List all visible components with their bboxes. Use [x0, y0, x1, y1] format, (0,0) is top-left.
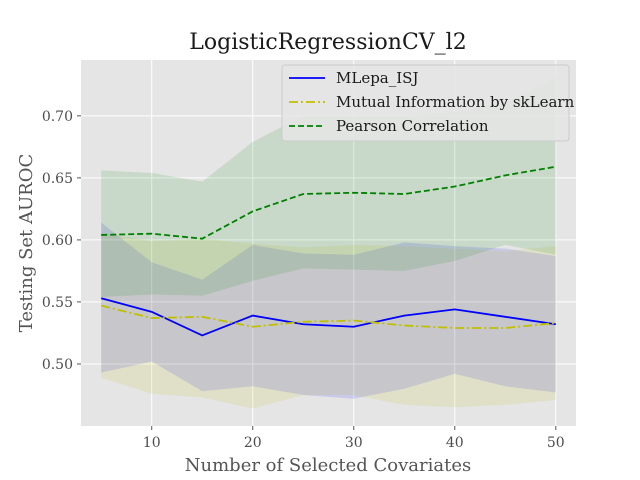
legend-label: MLepa_ISJ [336, 69, 418, 87]
y-tick-label: 0.60 [42, 233, 73, 249]
x-tick-label: 50 [547, 435, 565, 451]
legend-box [281, 64, 570, 142]
mlepa-isj-line [100, 297, 556, 337]
y-axis-label: Testing Set AUROC [16, 154, 37, 333]
pearson-correlation-line [101, 165, 556, 240]
legend-label: Pearson Correlation [336, 117, 489, 135]
mutual-information-line [100, 304, 556, 329]
legend-label: Mutual Information by skLearn [336, 93, 575, 111]
x-tick-label: 20 [244, 435, 262, 451]
chart-title: LogisticRegressionCV_l2 [189, 30, 466, 55]
y-tick-label: 0.50 [42, 357, 73, 373]
x-axis-ticks: 10 20 30 40 50 [143, 426, 565, 451]
series-lines [100, 165, 556, 337]
x-tick-label: 30 [345, 435, 363, 451]
x-tick-label: 40 [446, 435, 464, 451]
x-tick-label: 10 [143, 435, 161, 451]
y-tick-label: 0.55 [42, 295, 73, 311]
mlepa-isj-band [101, 222, 556, 399]
y-tick-label: 0.65 [42, 171, 73, 187]
y-axis-ticks: 0.50 0.55 0.60 0.65 0.70 [42, 109, 81, 373]
legend: MLepa_ISJ Mutual Information by skLearn Pe… [281, 64, 575, 142]
x-axis-label: Number of Selected Covariates [185, 455, 471, 476]
mutual-information-band [101, 232, 556, 409]
y-tick-label: 0.70 [42, 109, 73, 125]
